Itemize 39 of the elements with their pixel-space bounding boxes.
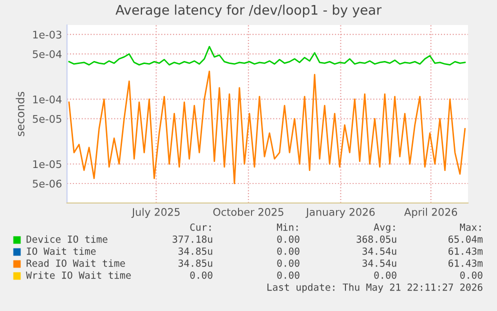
text: 65.04m (448, 235, 483, 243)
text: 368.05u (356, 235, 396, 243)
text: Min: (276, 223, 298, 231)
text: 0.00 (277, 271, 300, 279)
x-tick-label: July 2025 (131, 208, 180, 218)
line-series (68, 46, 466, 66)
x-tick-label: April 2026 (404, 208, 458, 218)
text: 0.00 (277, 259, 300, 267)
y-tick-label: 1e-05 (33, 160, 62, 168)
x-tick-label: January 2026 (305, 208, 375, 218)
text: 377.18u (172, 235, 212, 243)
legend-label: Device IO time (26, 235, 108, 243)
legend-label: Write IO Wait time (26, 271, 131, 279)
y-tick-label: 1e-03 (33, 30, 62, 39)
legend-label: IO Wait time (26, 247, 96, 255)
text: Cur: (190, 223, 211, 231)
text: 34.54u (362, 259, 396, 267)
text: Last update: Thu May 21 22:11:27 2026 (267, 283, 482, 293)
text: 0.00 (374, 271, 396, 279)
text: 34.85u (178, 259, 212, 267)
text: 0.00 (460, 271, 482, 279)
text: 0.00 (277, 235, 300, 243)
y-tick-label: 5e-05 (32, 114, 62, 123)
text: Max: (460, 224, 481, 231)
text: 0.00 (277, 247, 300, 255)
y-tick-label: 5e-06 (32, 180, 62, 188)
text: 34.85u (178, 247, 212, 255)
text: 0.00 (190, 271, 212, 279)
text: Avg: (374, 224, 395, 233)
text: 61.43m (448, 247, 483, 255)
y-tick-label: 5e-04 (32, 50, 62, 58)
line-series (68, 70, 466, 184)
legend-label: Read IO Wait time (26, 259, 125, 267)
x-tick-label: October 2025 (213, 208, 284, 216)
y-axis-title: seconds (16, 92, 24, 136)
text: 34.54u (362, 247, 396, 255)
text: 61.43m (448, 259, 483, 267)
y-tick-label: 1e-04 (33, 95, 62, 104)
chart-title: Average latency for /dev/loop1 - by year (116, 4, 382, 18)
